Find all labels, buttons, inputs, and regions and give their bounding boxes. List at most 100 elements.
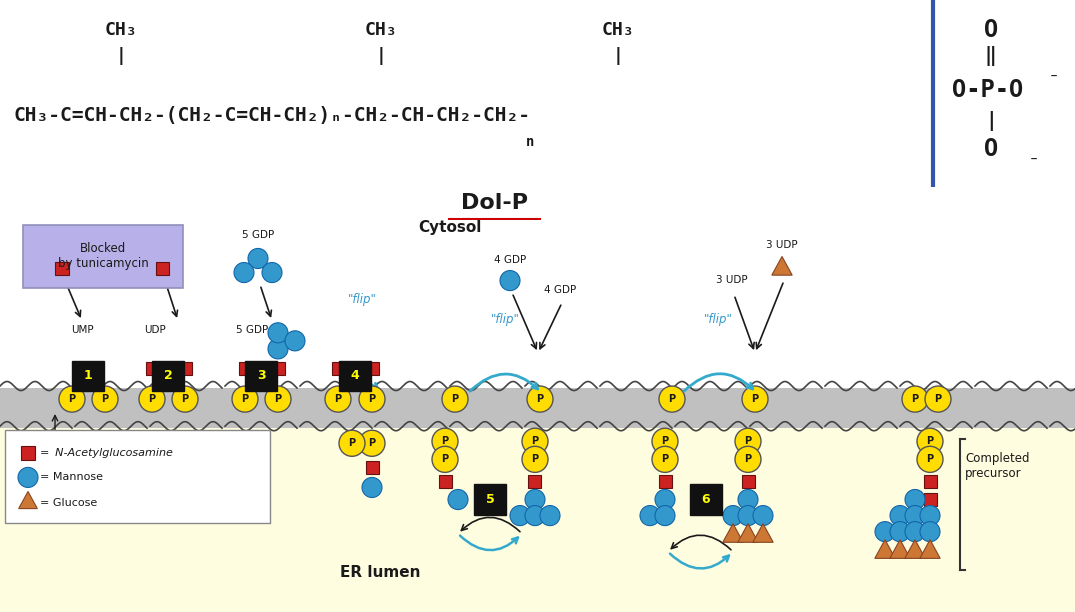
FancyBboxPatch shape: [72, 361, 104, 391]
FancyBboxPatch shape: [690, 485, 722, 515]
Text: P: P: [744, 436, 751, 446]
Text: O-P-O: O-P-O: [951, 78, 1023, 102]
Polygon shape: [18, 491, 38, 509]
Text: CH₃: CH₃: [364, 21, 398, 39]
Circle shape: [917, 428, 943, 454]
Circle shape: [448, 490, 468, 510]
FancyBboxPatch shape: [23, 225, 183, 288]
Text: = Mannose: = Mannose: [40, 472, 103, 482]
Text: UDP: UDP: [144, 325, 166, 335]
Circle shape: [339, 430, 366, 457]
Text: Dol-P: Dol-P: [461, 193, 528, 214]
Bar: [366, 461, 378, 474]
Text: 4: 4: [350, 370, 359, 382]
Circle shape: [139, 386, 164, 412]
Circle shape: [362, 477, 382, 498]
Bar: [0, 220, 1075, 391]
Bar: [742, 475, 755, 488]
Circle shape: [442, 386, 468, 412]
Bar: [56, 262, 69, 275]
Text: UDP: UDP: [52, 241, 73, 250]
Circle shape: [905, 490, 924, 510]
Text: P: P: [182, 394, 188, 404]
Circle shape: [917, 446, 943, 472]
FancyBboxPatch shape: [245, 361, 277, 391]
Text: "flip": "flip": [490, 313, 519, 326]
Text: P: P: [242, 394, 248, 404]
Circle shape: [920, 521, 940, 542]
Circle shape: [902, 386, 928, 412]
Text: P: P: [369, 438, 375, 448]
Polygon shape: [752, 524, 773, 542]
Text: 1: 1: [84, 370, 92, 382]
Bar: [0, 388, 1075, 428]
Circle shape: [525, 506, 545, 526]
Text: Dolichol
phosphate: Dolichol phosphate: [8, 446, 67, 467]
Circle shape: [268, 323, 288, 343]
Text: P: P: [442, 454, 448, 465]
Circle shape: [742, 386, 768, 412]
Circle shape: [525, 490, 545, 510]
Polygon shape: [722, 524, 743, 542]
Text: P: P: [927, 436, 933, 446]
Polygon shape: [737, 524, 758, 542]
Bar: [22, 446, 35, 460]
Text: P: P: [334, 394, 342, 404]
Bar: [529, 475, 542, 488]
Bar: [366, 362, 378, 376]
FancyBboxPatch shape: [339, 361, 371, 391]
Circle shape: [739, 506, 758, 526]
Bar: [145, 362, 158, 376]
Circle shape: [172, 386, 198, 412]
Circle shape: [540, 506, 560, 526]
Text: P: P: [927, 454, 933, 465]
Text: 4 GDP: 4 GDP: [493, 255, 526, 264]
Circle shape: [432, 428, 458, 454]
Text: P: P: [661, 454, 669, 465]
Circle shape: [905, 506, 924, 526]
Text: Blocked
by tunicamycin: Blocked by tunicamycin: [58, 242, 148, 271]
Bar: [156, 262, 169, 275]
Circle shape: [920, 506, 940, 526]
Bar: [923, 493, 936, 506]
FancyBboxPatch shape: [5, 430, 270, 523]
Text: P: P: [669, 394, 675, 404]
Text: 5 GDP: 5 GDP: [235, 325, 268, 335]
Text: P: P: [348, 438, 356, 448]
Circle shape: [262, 263, 282, 283]
Circle shape: [890, 521, 911, 542]
Text: P: P: [934, 394, 942, 404]
Circle shape: [522, 428, 548, 454]
Text: P: P: [751, 394, 759, 404]
Circle shape: [232, 386, 258, 412]
Text: P: P: [369, 394, 375, 404]
Circle shape: [510, 506, 530, 526]
Circle shape: [266, 386, 291, 412]
Text: 3 UDP: 3 UDP: [766, 241, 798, 250]
Text: 3: 3: [257, 370, 266, 382]
Text: = Glucose: = Glucose: [40, 498, 97, 507]
Text: P: P: [148, 394, 156, 404]
Circle shape: [905, 521, 924, 542]
Text: UMP: UMP: [71, 325, 94, 335]
Text: n: n: [527, 135, 534, 149]
Bar: [923, 475, 936, 488]
Circle shape: [653, 446, 678, 472]
Bar: [239, 362, 252, 376]
Text: P: P: [536, 394, 544, 404]
Text: P: P: [69, 394, 75, 404]
Text: =  N-Acetylglucosamine: = N-Acetylglucosamine: [40, 449, 173, 458]
Circle shape: [739, 490, 758, 510]
Bar: [439, 475, 452, 488]
Text: P: P: [661, 436, 669, 446]
FancyBboxPatch shape: [474, 485, 506, 515]
Text: O: O: [984, 137, 998, 162]
Circle shape: [59, 386, 85, 412]
Circle shape: [875, 521, 895, 542]
Circle shape: [655, 506, 675, 526]
Text: P: P: [912, 394, 918, 404]
Circle shape: [655, 490, 675, 510]
Text: CH₃: CH₃: [602, 21, 634, 39]
Polygon shape: [875, 540, 895, 558]
Circle shape: [432, 446, 458, 472]
